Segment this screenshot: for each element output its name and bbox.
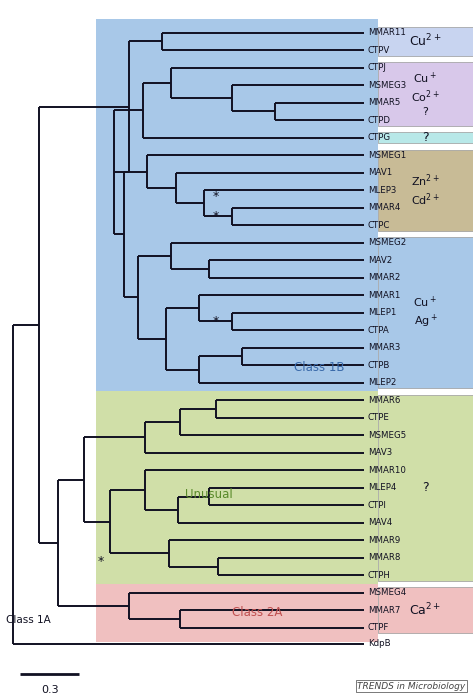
Text: MLEP2: MLEP2	[368, 378, 396, 387]
Text: MMAR6: MMAR6	[368, 396, 401, 405]
Text: MMAR3: MMAR3	[368, 343, 401, 352]
Text: MSMEG1: MSMEG1	[368, 151, 406, 160]
Text: CTPJ: CTPJ	[368, 63, 387, 72]
Text: MMAR2: MMAR2	[368, 273, 401, 282]
Text: MSMEG2: MSMEG2	[368, 238, 406, 247]
Text: ?: ?	[422, 481, 429, 494]
Text: CTPI: CTPI	[368, 500, 387, 510]
Bar	[378, 587, 473, 633]
Bar	[378, 394, 473, 581]
Text: CTPA: CTPA	[368, 326, 390, 334]
Text: MAV4: MAV4	[368, 519, 392, 527]
Text: Class 2A: Class 2A	[232, 606, 283, 619]
Text: CTPV: CTPV	[368, 45, 390, 54]
Text: CTPD: CTPD	[368, 116, 391, 124]
Text: MLEP3: MLEP3	[368, 186, 396, 195]
Text: MMAR5: MMAR5	[368, 98, 401, 107]
Text: MMAR7: MMAR7	[368, 606, 401, 615]
Bar	[378, 149, 473, 230]
Text: *: *	[213, 315, 219, 328]
Text: MMAR10: MMAR10	[368, 466, 406, 475]
Bar	[96, 19, 378, 391]
Bar	[96, 584, 378, 641]
Text: CTPE: CTPE	[368, 413, 390, 422]
Text: MSMEG5: MSMEG5	[368, 431, 406, 440]
Text: ?: ?	[422, 131, 429, 144]
Text: Ca$^{2+}$: Ca$^{2+}$	[410, 602, 442, 618]
Text: Cu$^+$
Ag$^+$: Cu$^+$ Ag$^+$	[413, 295, 438, 330]
Text: CTPG: CTPG	[368, 133, 391, 142]
Text: MLEP4: MLEP4	[368, 483, 396, 492]
Text: CTPF: CTPF	[368, 623, 389, 632]
Text: MSMEG3: MSMEG3	[368, 80, 406, 89]
Text: Cu$^{2+}$: Cu$^{2+}$	[409, 33, 442, 50]
Bar	[96, 391, 378, 584]
Text: *: *	[98, 555, 104, 567]
Text: CTPC: CTPC	[368, 221, 391, 230]
Bar	[378, 62, 473, 126]
Text: MMAR8: MMAR8	[368, 554, 401, 563]
Text: Cu$^+$
Co$^{2+}$
?: Cu$^+$ Co$^{2+}$ ?	[411, 70, 440, 117]
Text: MLEP1: MLEP1	[368, 309, 396, 317]
Text: *: *	[213, 210, 219, 223]
Bar	[378, 27, 473, 56]
Text: 0.3: 0.3	[41, 685, 58, 695]
Text: MMAR11: MMAR11	[368, 28, 406, 37]
Text: MAV1: MAV1	[368, 168, 392, 177]
Bar	[378, 132, 473, 143]
Text: *: *	[213, 191, 219, 203]
Text: TRENDS in Microbiology: TRENDS in Microbiology	[357, 682, 465, 691]
Text: MSMEG4: MSMEG4	[368, 588, 406, 597]
Text: MAV2: MAV2	[368, 255, 392, 265]
Text: Class 1A: Class 1A	[6, 614, 51, 625]
Bar	[378, 237, 473, 388]
Text: Zn$^{2+}$
Cd$^{2+}$: Zn$^{2+}$ Cd$^{2+}$	[411, 172, 440, 208]
Text: Unusual: Unusual	[185, 488, 233, 500]
Text: MMAR4: MMAR4	[368, 203, 401, 212]
Text: KdpB: KdpB	[368, 639, 391, 648]
Text: Class 1B: Class 1B	[293, 361, 344, 373]
Text: CTPH: CTPH	[368, 571, 391, 580]
Text: MMAR1: MMAR1	[368, 290, 401, 299]
Text: CTPB: CTPB	[368, 361, 391, 370]
Text: MAV3: MAV3	[368, 448, 392, 457]
Text: MMAR9: MMAR9	[368, 536, 400, 545]
